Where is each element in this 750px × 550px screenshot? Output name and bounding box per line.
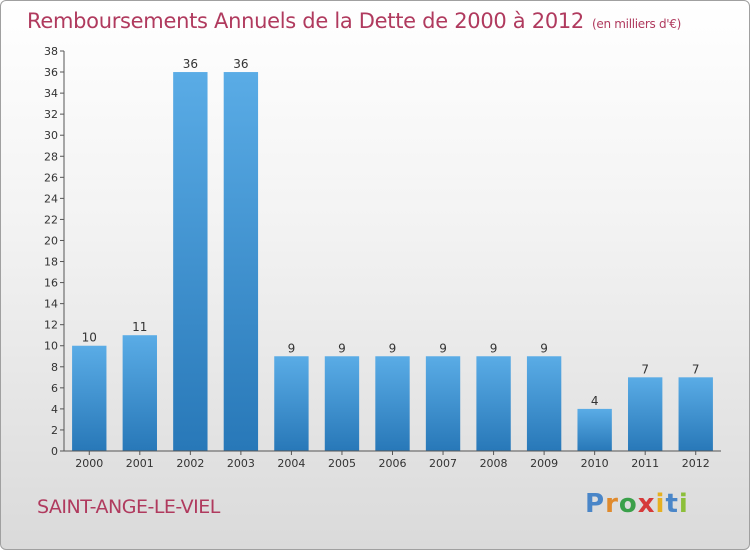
logo-letter: r xyxy=(605,489,619,519)
y-tick-label: 10 xyxy=(44,340,58,353)
chart-title-text: Remboursements Annuels de la Dette de 20… xyxy=(27,9,584,33)
logo-letter: t xyxy=(665,489,679,519)
x-tick-label: 2011 xyxy=(631,457,659,470)
x-tick-label: 2008 xyxy=(480,457,508,470)
data-label: 10 xyxy=(82,331,97,345)
bars xyxy=(72,72,713,451)
y-tick-label: 4 xyxy=(51,403,58,416)
x-tick-label: 2002 xyxy=(176,457,204,470)
proxiti-logo[interactable]: Proxiti xyxy=(585,489,689,519)
x-tick-label: 2005 xyxy=(328,457,356,470)
x-tick-label: 2004 xyxy=(277,457,305,470)
y-tick-label: 6 xyxy=(51,382,58,395)
y-tick-label: 16 xyxy=(44,277,58,290)
x-tick-label: 2009 xyxy=(530,457,558,470)
y-tick-label: 26 xyxy=(44,171,58,184)
bar xyxy=(122,335,157,451)
x-tick-label: 2006 xyxy=(379,457,407,470)
x-tick-label: 2012 xyxy=(682,457,710,470)
bar xyxy=(628,377,663,451)
chart-unit: (en milliers d'€) xyxy=(592,17,682,31)
y-tick-label: 14 xyxy=(44,298,58,311)
bar xyxy=(173,72,208,451)
bar xyxy=(476,356,511,451)
data-labels: 10 11 36 36 9 9 9 9 9 9 4 7 7 xyxy=(82,57,700,408)
x-tick-label: 2003 xyxy=(227,457,255,470)
logo-letter: i xyxy=(655,489,666,519)
y-tick-label: 22 xyxy=(44,213,58,226)
data-label: 4 xyxy=(591,394,599,408)
data-label: 11 xyxy=(132,320,147,334)
chart-title: Remboursements Annuels de la Dette de 20… xyxy=(27,9,681,33)
commune-name: SAINT-ANGE-LE-VIEL xyxy=(37,496,220,518)
logo-letter: i xyxy=(678,489,689,519)
data-label: 9 xyxy=(338,341,346,355)
y-tick-label: 32 xyxy=(44,108,58,121)
data-label: 9 xyxy=(490,341,498,355)
y-tick-label: 12 xyxy=(44,319,58,332)
y-tick-label: 20 xyxy=(44,234,58,247)
bar xyxy=(678,377,713,451)
bar xyxy=(526,356,562,451)
x-tick-label: 2001 xyxy=(126,457,154,470)
y-tick-label: 30 xyxy=(44,129,58,142)
x-axis: 2000 2001 2002 2003 2004 2005 2006 2007 2008 2009… xyxy=(64,450,721,470)
data-label: 9 xyxy=(288,341,296,355)
bar xyxy=(72,345,107,451)
x-tick-label: 2010 xyxy=(581,457,609,470)
y-tick-label: 0 xyxy=(51,445,58,458)
bar xyxy=(577,408,612,451)
y-tick-label: 28 xyxy=(44,150,58,163)
data-label: 36 xyxy=(233,57,248,71)
logo-letter: x xyxy=(637,489,656,519)
y-tick-label: 18 xyxy=(44,256,58,269)
x-tick-label: 2000 xyxy=(75,457,103,470)
y-tick-label: 36 xyxy=(44,66,58,79)
y-tick-label: 34 xyxy=(44,87,58,100)
y-tick-label: 8 xyxy=(51,361,58,374)
data-label: 36 xyxy=(183,57,198,71)
y-tick-label: 24 xyxy=(44,192,58,205)
bar xyxy=(324,356,360,451)
bar xyxy=(425,356,461,451)
data-label: 9 xyxy=(389,341,397,355)
logo-letter: P xyxy=(585,489,606,519)
data-label: 7 xyxy=(692,362,700,376)
data-label: 9 xyxy=(439,341,447,355)
logo-letter: o xyxy=(618,489,638,519)
bar xyxy=(274,356,309,451)
bar xyxy=(223,72,259,451)
y-tick-label: 2 xyxy=(51,424,58,437)
data-label: 9 xyxy=(540,341,548,355)
data-label: 7 xyxy=(641,362,649,376)
x-tick-label: 2007 xyxy=(429,457,457,470)
y-tick-label: 38 xyxy=(44,45,58,58)
bar xyxy=(375,356,410,451)
